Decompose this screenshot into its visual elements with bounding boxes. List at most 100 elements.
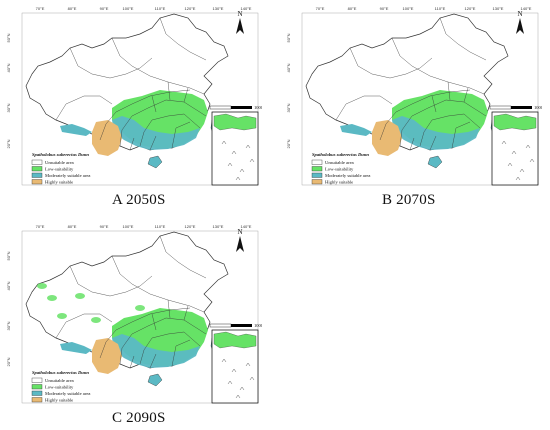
- inset-dash: [235, 394, 241, 399]
- lon-tick-label: 100°E: [123, 6, 134, 11]
- lon-tick-label: 130°E: [493, 6, 504, 11]
- legend-title: Spatholobus suberectus Dunn: [32, 152, 89, 157]
- legend-label-low: Low-suitability: [45, 167, 74, 172]
- legend-swatch-moderate: [311, 172, 323, 178]
- western-moderate-zone: [60, 342, 92, 354]
- north-arrow-shape: [516, 18, 524, 34]
- north-arrow-shape: [236, 236, 244, 252]
- low-suitability-patch: [47, 295, 57, 301]
- inset-dash: [507, 162, 513, 167]
- caption-b: B 2070S: [382, 192, 436, 208]
- inset-dash: [529, 158, 535, 163]
- lon-tick-label: 110°E: [155, 224, 166, 229]
- province-boundary: [379, 89, 471, 141]
- lon-tick-label: 130°E: [213, 224, 224, 229]
- inset-coast: [493, 113, 537, 131]
- western-moderate-zone: [60, 124, 92, 136]
- lon-tick-label: 70°E: [36, 224, 45, 229]
- legend-swatch-high: [31, 397, 43, 403]
- inset-dash: [239, 168, 245, 173]
- legend-label-low: Low-suitability: [45, 385, 74, 390]
- legend-title: Spatholobus suberectus Dunn: [312, 152, 369, 157]
- inset-dash: [245, 362, 251, 367]
- province-boundary: [431, 81, 469, 113]
- province-boundary: [349, 47, 433, 79]
- map-frame: [21, 230, 259, 404]
- legend-swatch-low: [31, 384, 43, 390]
- moderate-suitability-zone: [112, 334, 200, 368]
- inset-dash: [239, 386, 245, 391]
- lon-tick-label: 70°E: [316, 6, 325, 11]
- lon-tick-label: 120°E: [185, 6, 196, 11]
- scale-bar-white: [209, 105, 232, 110]
- province-boundary: [139, 113, 201, 147]
- high-suitability-zone: [372, 120, 402, 156]
- lat-tick-label: 20°N: [286, 139, 291, 148]
- scale-bar-white: [489, 105, 512, 110]
- lon-tick-label: 90°E: [380, 6, 389, 11]
- north-arrow-icon: N: [236, 10, 244, 34]
- lon-tick-label: 140°E: [241, 6, 252, 11]
- north-arrow-icon: N: [516, 10, 524, 34]
- legend-swatch-low: [311, 166, 323, 172]
- legend: Spatholobus suberectus Dunn Unsuitable ar…: [31, 152, 90, 185]
- scale-bar: 1000Km: [209, 323, 262, 328]
- inset-dash: [515, 176, 521, 181]
- scale-label: 1000Km: [534, 105, 542, 110]
- province-boundary: [69, 265, 153, 297]
- map-frame: [301, 12, 539, 186]
- province-boundary: [335, 95, 393, 121]
- province-boundary: [151, 81, 189, 113]
- legend-swatch-moderate: [31, 172, 43, 178]
- inset-coast: [213, 113, 257, 131]
- lon-tick-label: 80°E: [68, 6, 77, 11]
- hainan-island: [147, 155, 163, 169]
- north-label: N: [517, 10, 522, 18]
- low-suitability-patch: [135, 305, 145, 311]
- province-boundary: [55, 313, 113, 339]
- low-suitability-patch: [37, 283, 47, 289]
- lon-tick-label: 120°E: [185, 224, 196, 229]
- lon-tick-label: 70°E: [36, 6, 45, 11]
- lat-tick-label: 50°N: [6, 33, 11, 42]
- scale-label: 1000Km: [254, 105, 262, 110]
- legend-title: Spatholobus suberectus Dunn: [32, 370, 89, 375]
- legend-swatch-moderate: [31, 390, 43, 396]
- lon-tick-label: 80°E: [68, 224, 77, 229]
- legend-label-unsuitable: Unsuitable area: [45, 378, 74, 383]
- province-boundary: [69, 47, 153, 79]
- inset-map: [211, 329, 259, 404]
- province-boundary: [129, 121, 191, 151]
- lat-tick-label: 40°N: [6, 63, 11, 72]
- lat-tick-label: 30°N: [6, 103, 11, 112]
- province-boundary: [391, 37, 485, 95]
- moderate-suitability-zone: [112, 116, 200, 150]
- inset-dash: [519, 168, 525, 173]
- lon-tick-label: 100°E: [123, 224, 134, 229]
- province-boundary: [409, 121, 471, 151]
- caption-a: A 2050S: [112, 192, 166, 208]
- legend-swatch-low: [31, 166, 43, 172]
- province-boundary: [99, 307, 191, 359]
- inset-dash: [511, 150, 517, 155]
- province-boundary: [159, 17, 207, 61]
- map-panel-b: 70°E 80°E 90°E 100°E 110°E 120°E 130°E 140°E 50°…: [280, 4, 542, 190]
- legend: Spatholobus suberectus Dunn Unsuitable ar…: [311, 152, 370, 185]
- lat-tick-label: 20°N: [6, 357, 11, 366]
- low-suitability-patch: [75, 293, 85, 299]
- province-boundary: [419, 113, 481, 147]
- north-arrow-shape: [236, 18, 244, 34]
- lon-tick-label: 130°E: [213, 6, 224, 11]
- hainan-island: [427, 155, 443, 169]
- north-label: N: [237, 228, 242, 236]
- inset-coast: [213, 331, 257, 349]
- lat-tick-label: 50°N: [6, 251, 11, 260]
- western-moderate-zone: [340, 124, 372, 136]
- north-arrow-icon: N: [236, 228, 244, 252]
- lon-tick-label: 120°E: [465, 6, 476, 11]
- inset-dash: [231, 368, 237, 373]
- inset-dash: [221, 140, 227, 145]
- map-a: 70°E 80°E 90°E 100°E 110°E 120°E 130°E 140°E 50°…: [6, 6, 262, 186]
- legend-label-high: Highly suitable: [325, 180, 353, 185]
- scale-label: 1000Km: [254, 323, 262, 328]
